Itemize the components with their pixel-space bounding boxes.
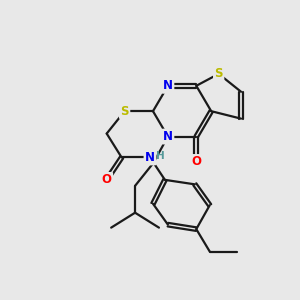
Text: S: S: [214, 68, 223, 80]
Text: S: S: [120, 105, 129, 118]
Text: N: N: [163, 130, 173, 143]
Text: H: H: [156, 151, 165, 161]
Text: N: N: [145, 151, 155, 164]
Text: O: O: [191, 155, 201, 168]
Text: O: O: [102, 173, 112, 186]
Text: N: N: [163, 79, 173, 92]
